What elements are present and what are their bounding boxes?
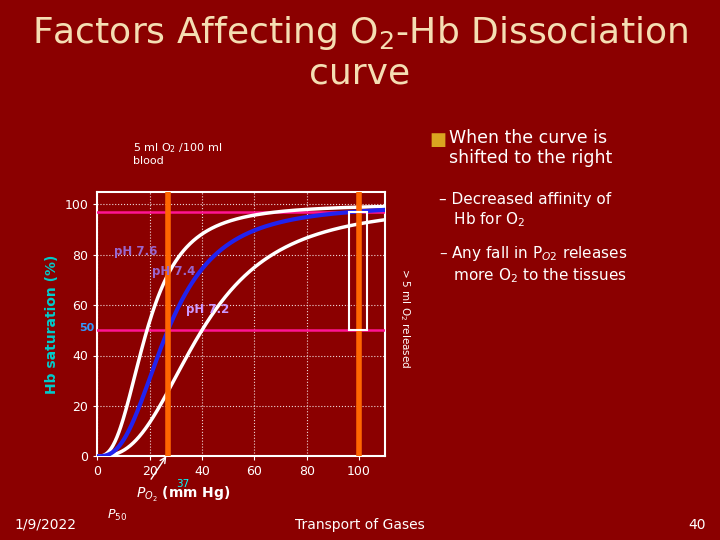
Text: When the curve is
shifted to the right: When the curve is shifted to the right xyxy=(449,129,613,167)
Text: pH 7.4: pH 7.4 xyxy=(152,265,196,278)
Text: – Any fall in P$_{O2}$ releases
   more O$_2$ to the tissues: – Any fall in P$_{O2}$ releases more O$_… xyxy=(439,244,627,285)
Text: Transport of Gases: Transport of Gases xyxy=(295,518,425,532)
Text: $P_{O_2}$ (mm Hg): $P_{O_2}$ (mm Hg) xyxy=(136,484,231,504)
Text: 40: 40 xyxy=(688,518,706,532)
Text: 1/9/2022: 1/9/2022 xyxy=(14,518,76,532)
Text: 5 ml O$_2$ /100 ml
blood: 5 ml O$_2$ /100 ml blood xyxy=(133,141,222,166)
Text: curve: curve xyxy=(310,57,410,91)
Text: pH 7.6: pH 7.6 xyxy=(114,245,158,258)
Text: ■: ■ xyxy=(430,131,447,149)
Text: $P_{50}$: $P_{50}$ xyxy=(107,508,127,523)
Text: – Decreased affinity of
   Hb for O$_2$: – Decreased affinity of Hb for O$_2$ xyxy=(439,192,611,229)
Text: > 5 ml O$_2$ released: > 5 ml O$_2$ released xyxy=(397,268,412,369)
Y-axis label: Hb saturation (%): Hb saturation (%) xyxy=(45,254,59,394)
Text: 37: 37 xyxy=(176,479,189,489)
Text: Factors Affecting O$_2$-Hb Dissociation: Factors Affecting O$_2$-Hb Dissociation xyxy=(32,14,688,51)
Text: pH 7.2: pH 7.2 xyxy=(186,302,230,316)
Bar xyxy=(348,212,367,330)
Text: 50: 50 xyxy=(79,323,94,333)
